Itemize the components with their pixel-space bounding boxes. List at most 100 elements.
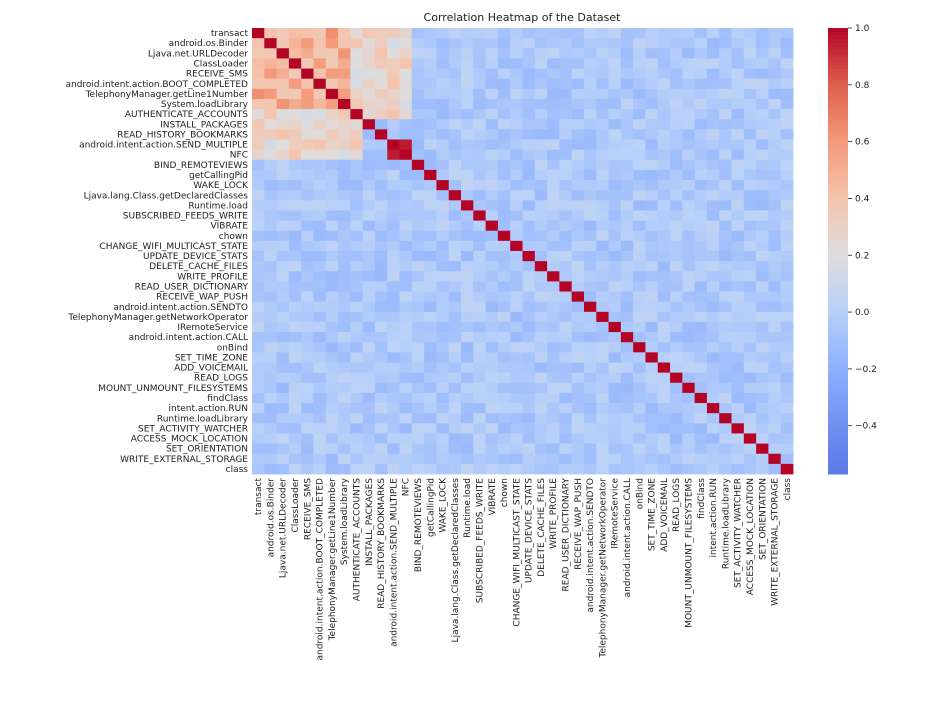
heatmap-cell [362, 159, 376, 171]
heatmap-cell [694, 321, 708, 333]
row-tick-label: android.intent.action.CALL [129, 333, 248, 343]
heatmap-cell [510, 240, 523, 252]
heatmap-cell [350, 88, 364, 100]
heatmap-cell [534, 332, 548, 343]
heatmap-cell [522, 433, 536, 444]
heatmap-cell [534, 413, 548, 424]
heatmap-cell [252, 210, 265, 221]
heatmap-cell [252, 169, 265, 181]
heatmap-cell [583, 392, 597, 404]
heatmap-cell [682, 311, 696, 323]
heatmap-cell [682, 230, 696, 242]
heatmap-cell [264, 190, 277, 201]
heatmap-cell [387, 58, 400, 69]
colorbar-segment [828, 94, 848, 100]
heatmap-cell [497, 382, 511, 394]
heatmap-cell [756, 180, 769, 191]
heatmap-cell [301, 301, 314, 313]
heatmap-cell [276, 433, 290, 444]
colorbar-segment [828, 165, 848, 170]
heatmap-cell [645, 291, 659, 303]
heatmap-cell [743, 109, 757, 120]
heatmap-cell [534, 88, 548, 100]
heatmap-cell [559, 433, 573, 444]
heatmap-cell [436, 352, 450, 363]
column-tick-label: ClassLoader [291, 478, 301, 533]
heatmap-cell [338, 403, 351, 414]
heatmap-cell [522, 372, 536, 384]
heatmap-cell [731, 342, 745, 353]
heatmap-cell [583, 372, 597, 384]
heatmap-cell [719, 159, 732, 171]
heatmap-cell [657, 362, 671, 374]
heatmap-cell [743, 372, 757, 384]
heatmap-cell [448, 251, 462, 262]
heatmap-cell [608, 311, 622, 323]
heatmap-cell [252, 301, 265, 313]
heatmap-cell [559, 139, 573, 151]
heatmap-cell [633, 251, 646, 262]
heatmap-cell [694, 413, 708, 424]
heatmap-cell [731, 220, 745, 232]
colorbar-segment [828, 154, 848, 159]
heatmap-cell [510, 332, 523, 343]
heatmap-cell [424, 129, 437, 140]
heatmap-cell [399, 159, 413, 171]
heatmap-cell [374, 392, 388, 404]
heatmap-cell [694, 129, 708, 140]
heatmap-cell [768, 220, 782, 232]
heatmap-cell [473, 463, 487, 475]
colorbar-tick-label: 0.0 [855, 308, 870, 318]
heatmap-cell [670, 301, 683, 313]
heatmap-cell [338, 362, 351, 374]
heatmap-cell [645, 48, 659, 59]
heatmap-cell [497, 342, 511, 353]
heatmap-cell [485, 220, 499, 232]
heatmap-cell [559, 403, 573, 414]
heatmap-cell [424, 433, 437, 444]
heatmap-cell [374, 321, 388, 333]
heatmap-cell [522, 362, 536, 374]
heatmap-cell [497, 129, 511, 140]
heatmap-cell [596, 98, 609, 110]
heatmap-cell [522, 190, 536, 201]
heatmap-cell [387, 48, 400, 59]
heatmap-cell [374, 78, 388, 90]
row-tick-label: MOUNT_UNMOUNT_FILESYSTEMS [98, 384, 248, 394]
heatmap-cell [559, 190, 573, 201]
heatmap-cell [276, 98, 290, 110]
heatmap-cell [768, 200, 782, 211]
heatmap-cell [485, 109, 499, 120]
heatmap-cell [534, 28, 548, 39]
heatmap-cell [288, 28, 302, 39]
heatmap-cell [276, 28, 290, 39]
heatmap-cell [350, 28, 364, 39]
heatmap-cell [522, 220, 536, 232]
heatmap-cell [657, 88, 671, 100]
heatmap-cell [780, 68, 794, 80]
heatmap-cell [252, 149, 265, 161]
heatmap-cell [387, 159, 400, 171]
heatmap-cell [252, 68, 265, 80]
heatmap-cell [534, 210, 548, 221]
heatmap-cell [706, 342, 720, 353]
heatmap-cell [768, 311, 782, 323]
heatmap-cell [768, 149, 782, 161]
heatmap-cell [559, 48, 573, 59]
heatmap-cell [485, 311, 499, 323]
heatmap-cell [731, 362, 745, 374]
heatmap-cell [276, 109, 290, 120]
heatmap-cell [583, 240, 597, 252]
heatmap-cell [743, 443, 757, 455]
heatmap-cell [510, 362, 523, 374]
heatmap-cell [547, 403, 560, 414]
heatmap-cell [301, 149, 314, 161]
heatmap-cell [510, 230, 523, 242]
heatmap-cell [608, 58, 622, 69]
heatmap-cell [485, 159, 499, 171]
colorbar-segment [828, 425, 848, 430]
heatmap-cell [448, 261, 462, 272]
heatmap-cell [559, 291, 573, 303]
heatmap-cell [768, 88, 782, 100]
heatmap-cell [620, 169, 634, 181]
